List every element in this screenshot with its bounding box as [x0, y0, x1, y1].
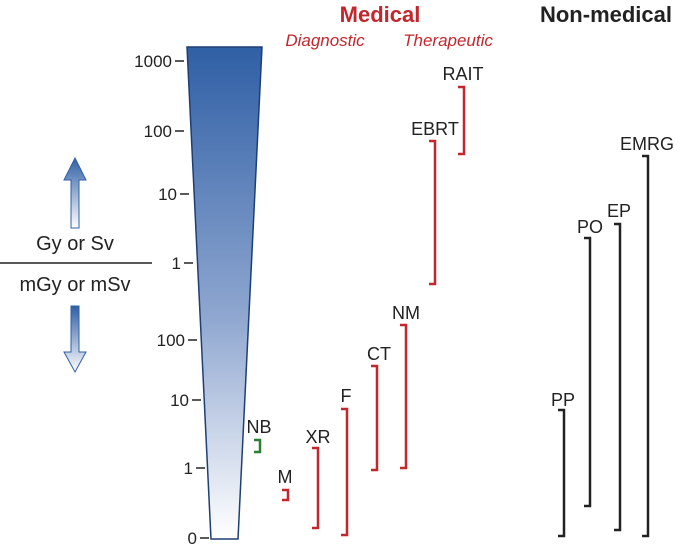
f-label: F: [341, 386, 352, 406]
f-range-bracket: [341, 407, 349, 537]
xr-label: XR: [305, 427, 330, 447]
emrg-range-bracket: [642, 154, 650, 538]
dose-wedge: [186, 46, 263, 540]
down-arrow-icon: [63, 305, 87, 374]
diagnostic-exposures: NB M XR F CT NM: [246, 303, 420, 537]
nm-range-bracket: [400, 323, 408, 470]
m-range-bracket: [282, 488, 290, 502]
medical-header: Medical: [340, 2, 421, 27]
tick-label-100-gy: 100: [144, 122, 172, 141]
diagnostic-subheader: Diagnostic: [285, 31, 365, 50]
non-medical-exposures: PP PO EP EMRG: [551, 134, 674, 538]
non-medical-header: Non-medical: [540, 2, 672, 27]
emrg-label: EMRG: [620, 134, 674, 154]
rait-label: RAIT: [442, 64, 483, 84]
nb-label: NB: [246, 417, 271, 437]
unit-legend: Gy or Sv mGy or mSv: [0, 156, 152, 374]
po-label: PO: [577, 217, 603, 237]
pp-label: PP: [551, 390, 575, 410]
tick-label-10-mgy: 10: [170, 391, 189, 410]
tick-label-10-gy: 10: [158, 185, 177, 204]
pp-range-bracket: [558, 408, 566, 538]
ep-label: EP: [607, 201, 631, 221]
up-arrow-icon: [63, 156, 87, 229]
tick-label-1-gy: 1: [172, 254, 181, 273]
tick-label-1-mgy: 1: [184, 459, 193, 478]
ebrt-label: EBRT: [411, 119, 459, 139]
tick-label-100-mgy: 100: [157, 331, 185, 350]
therapeutic-subheader: Therapeutic: [403, 31, 493, 50]
ep-range-bracket: [614, 222, 622, 532]
therapeutic-exposures: EBRT RAIT: [411, 64, 484, 286]
ebrt-range-bracket: [429, 139, 437, 286]
ct-label: CT: [367, 344, 391, 364]
tick-label-0: 0: [188, 529, 197, 548]
rait-range-bracket: [458, 85, 466, 156]
po-range-bracket: [584, 236, 592, 508]
unit-upper-label: Gy or Sv: [36, 233, 114, 255]
nb-range-bracket: [254, 438, 262, 454]
xr-range-bracket: [312, 446, 320, 530]
nm-label: NM: [392, 303, 420, 323]
unit-lower-label: mGy or mSv: [19, 274, 130, 296]
ct-range-bracket: [371, 364, 379, 472]
axis-ticks: 1000 100 10 1 100 10 1 0: [134, 52, 209, 548]
m-label: M: [278, 467, 293, 487]
tick-label-1000: 1000: [134, 52, 172, 71]
